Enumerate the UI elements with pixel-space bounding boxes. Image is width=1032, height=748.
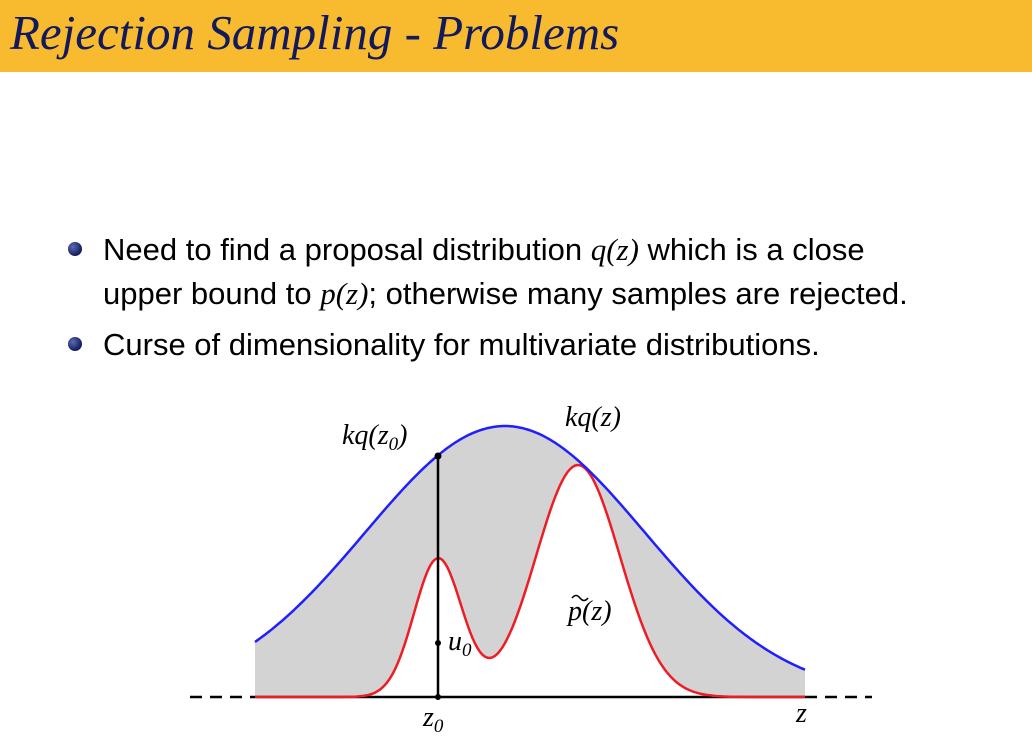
bullet-2-text: Curse of dimensionality for multivariate… <box>103 327 820 362</box>
target-distribution-curve <box>255 463 805 699</box>
bullet-1-math-q: q(z) <box>590 232 639 267</box>
bullet-1-text-b: which is a close <box>638 232 865 267</box>
bullet-icon <box>68 242 82 256</box>
label-p-tilde-z: p(z) <box>566 596 612 627</box>
slide-title: Rejection Sampling - Problems <box>10 5 620 60</box>
label-kq-z: kq(z) <box>565 402 621 433</box>
bullet-1-math-p: p(z) <box>320 276 369 311</box>
tilde-mark <box>571 594 589 602</box>
bullet-1-text-d: ; otherwise many samples are rejected. <box>368 276 908 311</box>
label-kq-z0: kq(z0) <box>342 420 407 455</box>
u0-point <box>435 640 441 646</box>
envelope-curve <box>254 424 806 671</box>
bullet-1-line-1: Need to find a proposal distribution q(z… <box>103 228 865 272</box>
bullet-2-line-1: Curse of dimensionality for multivariate… <box>103 323 820 367</box>
bullet-1-text-a: Need to find a proposal distribution <box>103 232 591 267</box>
rejected-region <box>255 426 805 697</box>
title-bar: Rejection Sampling - Problems <box>0 0 1032 72</box>
label-u0: u0 <box>448 626 472 661</box>
label-z0: z0 <box>422 702 444 737</box>
z0-point <box>435 694 441 700</box>
bullet-1-text-c: upper bound to <box>103 276 321 311</box>
bullet-1-line-2: upper bound to p(z); otherwise many samp… <box>103 272 908 316</box>
kq-z0-point <box>434 452 442 460</box>
bullet-icon <box>68 337 82 351</box>
label-z: z <box>795 698 807 729</box>
